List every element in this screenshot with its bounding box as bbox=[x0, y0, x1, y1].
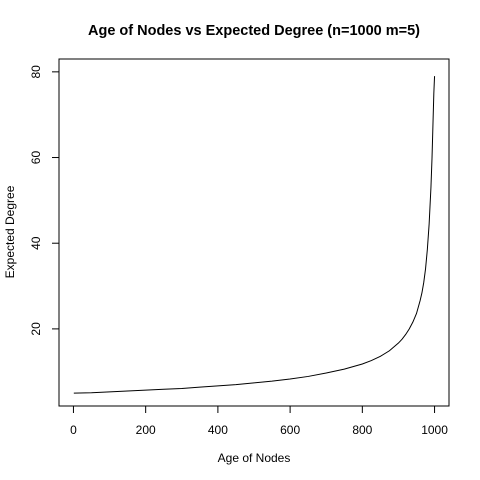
x-axis: 0 200 400 600 800 1000 bbox=[70, 405, 448, 437]
x-tick-label: 0 bbox=[70, 423, 77, 437]
chart-title: Age of Nodes vs Expected Degree (n=1000 … bbox=[88, 23, 420, 39]
x-axis-label: Age of Nodes bbox=[218, 451, 291, 465]
x-tick-label: 600 bbox=[280, 423, 300, 437]
y-tick-label: 60 bbox=[29, 151, 43, 165]
x-tick-label: 400 bbox=[208, 423, 228, 437]
x-tick-label: 200 bbox=[136, 423, 156, 437]
y-tick-label: 40 bbox=[29, 236, 43, 250]
x-tick-label: 800 bbox=[352, 423, 372, 437]
y-axis-label: Expected Degree bbox=[3, 185, 17, 278]
series-line-expected-degree bbox=[73, 76, 436, 394]
y-axis: 20 40 60 80 bbox=[29, 65, 60, 336]
plot-border bbox=[58, 58, 450, 407]
y-tick-label: 80 bbox=[29, 65, 43, 79]
y-tick-label: 20 bbox=[29, 322, 43, 336]
x-tick-label: 1000 bbox=[421, 423, 448, 437]
